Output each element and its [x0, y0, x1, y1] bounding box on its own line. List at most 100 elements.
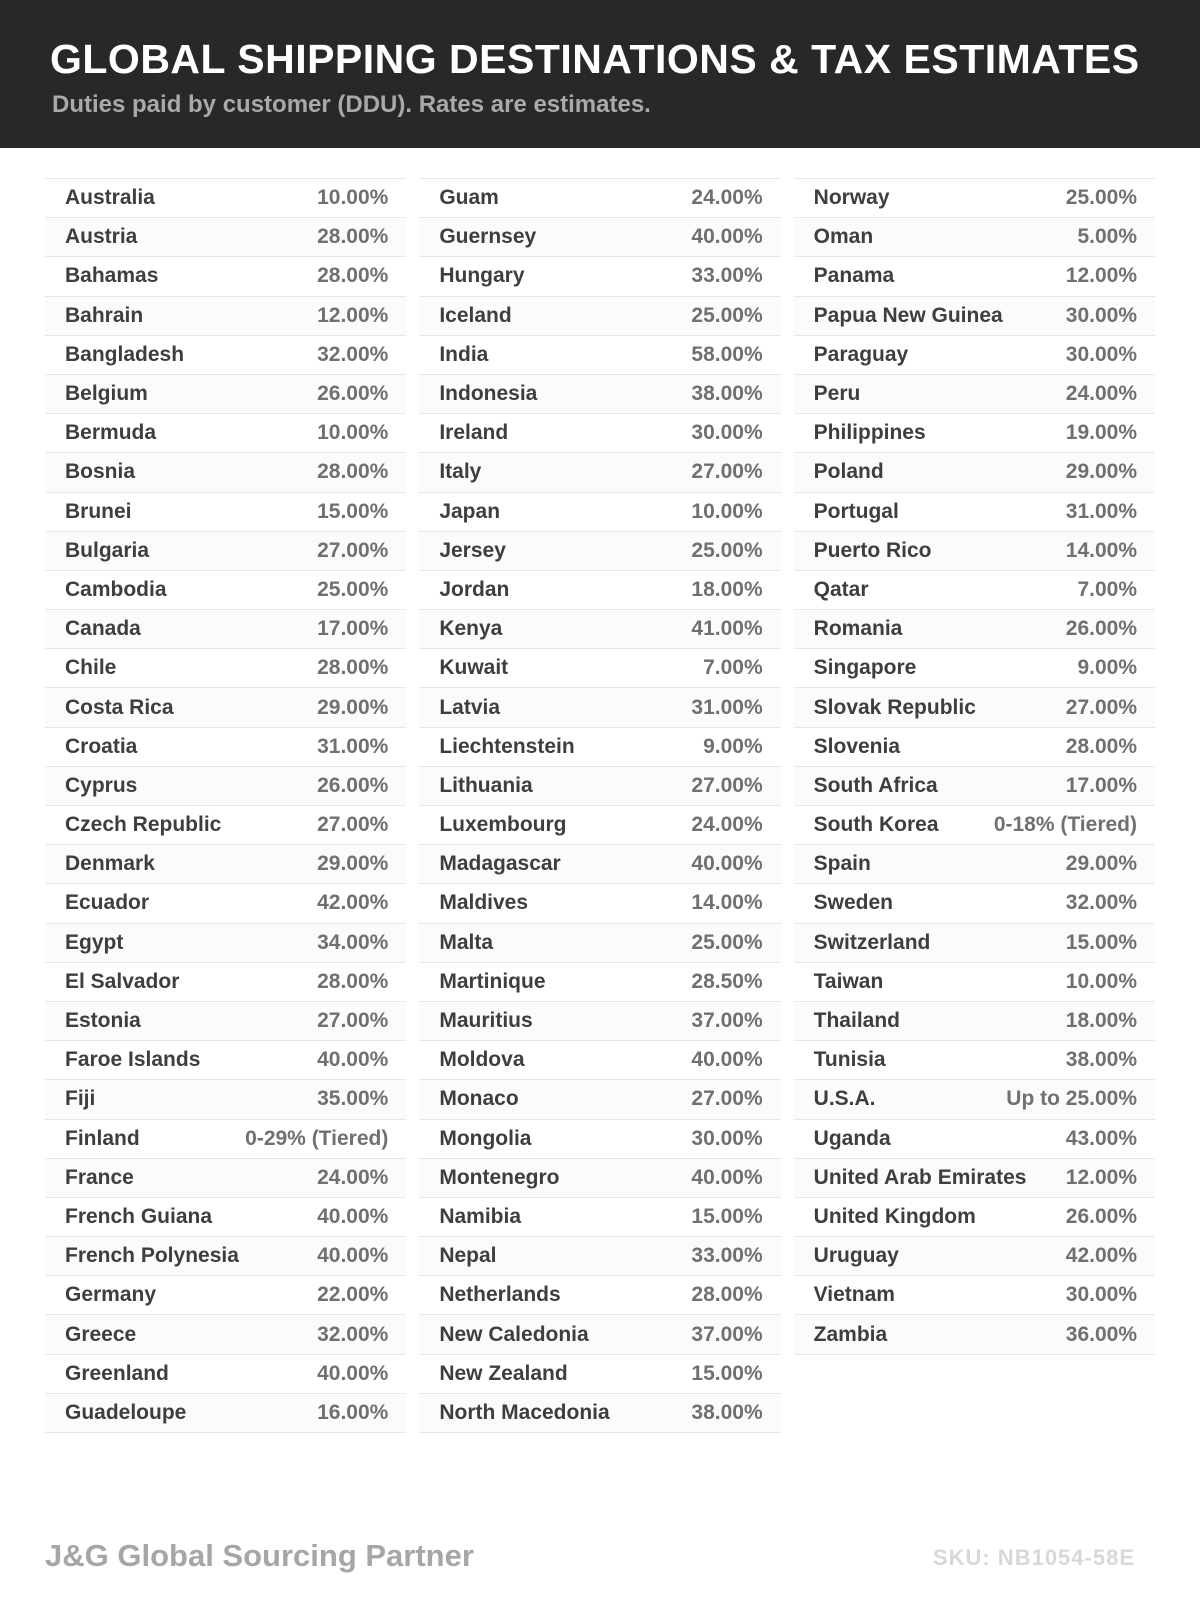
- table-row: Portugal 31.00%: [793, 492, 1155, 532]
- footer-brand: J&G Global Sourcing Partner: [45, 1538, 474, 1573]
- table-row: French Guiana 40.00%: [45, 1197, 407, 1238]
- tax-rate: 10.00%: [1065, 969, 1137, 993]
- table-row: Poland 29.00%: [793, 453, 1155, 493]
- country-name: Chile: [65, 656, 117, 680]
- country-name: Bulgaria: [65, 538, 150, 562]
- table-row: New Caledonia 37.00%: [419, 1315, 781, 1355]
- table-row: Croatia 31.00%: [45, 727, 407, 767]
- tax-rate: 25.00%: [317, 577, 389, 601]
- table-row: Switzerland 15.00%: [793, 923, 1155, 963]
- table-row: Hungary 33.00%: [419, 257, 781, 297]
- country-name: French Guiana: [65, 1204, 213, 1228]
- country-name: Panama: [813, 264, 895, 288]
- country-name: Taiwan: [813, 969, 884, 993]
- table-row: Guadeloupe 16.00%: [45, 1393, 407, 1433]
- table-row: Sweden 32.00%: [793, 884, 1155, 924]
- tax-rate: 37.00%: [691, 1322, 763, 1346]
- tax-rate: 38.00%: [1065, 1048, 1137, 1072]
- tax-rate: 42.00%: [317, 891, 389, 915]
- country-name: El Salvador: [65, 969, 180, 993]
- country-name: United Kingdom: [813, 1204, 976, 1228]
- country-name: Luxembourg: [439, 813, 567, 837]
- table-row: Canada 17.00%: [45, 610, 407, 650]
- table-row: Ecuador 42.00%: [45, 884, 407, 924]
- page-title: GLOBAL SHIPPING DESTINATIONS & TAX ESTIM…: [50, 36, 1140, 82]
- table-row: Ireland 30.00%: [419, 414, 781, 454]
- country-name: Australia: [65, 186, 155, 210]
- table-row: Thailand 18.00%: [793, 1001, 1155, 1042]
- header-banner: GLOBAL SHIPPING DESTINATIONS & TAX ESTIM…: [0, 0, 1200, 148]
- country-name: Indonesia: [439, 382, 538, 406]
- table-row: Papua New Guinea 30.00%: [793, 296, 1155, 336]
- table-row: Singapore 9.00%: [793, 649, 1155, 689]
- country-name: Poland: [813, 460, 884, 484]
- table-row: Uganda 43.00%: [793, 1119, 1155, 1159]
- tax-rate: 27.00%: [317, 813, 389, 837]
- tax-rate: 30.00%: [1065, 1283, 1137, 1307]
- tax-rate: 32.00%: [1065, 891, 1137, 915]
- country-name: Slovak Republic: [813, 695, 976, 719]
- tax-rate: 19.00%: [1065, 421, 1137, 445]
- table-row: Jersey 25.00%: [419, 531, 781, 571]
- tax-rate: 42.00%: [1065, 1244, 1137, 1268]
- country-name: Mauritius: [439, 1009, 533, 1033]
- table-row: Qatar 7.00%: [793, 570, 1155, 611]
- country-name: Estonia: [65, 1009, 141, 1033]
- country-name: Martinique: [439, 969, 546, 993]
- table-row: Costa Rica 29.00%: [45, 688, 407, 728]
- country-name: New Caledonia: [439, 1322, 589, 1346]
- country-name: Czech Republic: [65, 813, 222, 837]
- table-row: Liechtenstein 9.00%: [419, 727, 781, 767]
- table-row: Bulgaria 27.00%: [45, 531, 407, 571]
- table-row: Nepal 33.00%: [419, 1237, 781, 1277]
- tax-rate: 29.00%: [317, 852, 389, 876]
- table-row: Monaco 27.00%: [419, 1080, 781, 1120]
- table-row: Mongolia 30.00%: [419, 1119, 781, 1159]
- tax-rate: 27.00%: [691, 1087, 763, 1111]
- tax-rate: 17.00%: [1065, 773, 1137, 797]
- tax-rate: Up to 25.00%: [1006, 1087, 1137, 1111]
- tax-rate: 30.00%: [691, 421, 763, 445]
- country-name: Italy: [439, 460, 482, 484]
- table-row: France 24.00%: [45, 1158, 407, 1198]
- tax-rate: 14.00%: [691, 891, 763, 915]
- tax-rate: 58.00%: [691, 342, 763, 366]
- tax-rate: 30.00%: [1065, 303, 1137, 327]
- country-name: Maldives: [439, 891, 529, 915]
- country-name: Montenegro: [439, 1165, 560, 1189]
- table-row: Martinique 28.50%: [419, 962, 781, 1002]
- table-row: U.S.A. Up to 25.00%: [793, 1080, 1155, 1120]
- country-name: Romania: [813, 617, 903, 641]
- tax-rate: 40.00%: [691, 852, 763, 876]
- tax-rate: 15.00%: [691, 1204, 763, 1228]
- tax-rate: 25.00%: [1065, 186, 1137, 210]
- tax-rate: 38.00%: [691, 1400, 763, 1424]
- country-name: India: [439, 342, 489, 366]
- country-name: Moldova: [439, 1048, 525, 1072]
- country-name: Paraguay: [813, 342, 909, 366]
- country-name: Iceland: [439, 303, 512, 327]
- tax-rate: 28.00%: [317, 264, 389, 288]
- country-name: Oman: [813, 225, 874, 249]
- table-row: Bosnia 28.00%: [45, 453, 407, 493]
- tax-rate: 14.00%: [1065, 538, 1137, 562]
- table-row: Zambia 36.00%: [793, 1315, 1155, 1355]
- country-name: Peru: [813, 382, 861, 406]
- country-name: Japan: [439, 499, 501, 523]
- country-name: Singapore: [813, 656, 917, 680]
- tax-rate: 34.00%: [317, 930, 389, 954]
- table-row: Madagascar 40.00%: [419, 845, 781, 885]
- country-name: U.S.A.: [813, 1087, 876, 1111]
- table-row: Puerto Rico 14.00%: [793, 531, 1155, 571]
- country-name: Bahrain: [65, 303, 144, 327]
- tax-rate: 28.00%: [317, 460, 389, 484]
- table-row: Egypt 34.00%: [45, 923, 407, 963]
- country-name: Bangladesh: [65, 342, 185, 366]
- tax-rate: 9.00%: [703, 734, 763, 758]
- country-name: Papua New Guinea: [813, 303, 1003, 327]
- country-name: Uganda: [813, 1126, 891, 1150]
- table-row: Belgium 26.00%: [45, 374, 407, 415]
- tax-rate: 40.00%: [691, 1165, 763, 1189]
- country-name: Cambodia: [65, 577, 167, 601]
- tax-rate: 29.00%: [1065, 460, 1137, 484]
